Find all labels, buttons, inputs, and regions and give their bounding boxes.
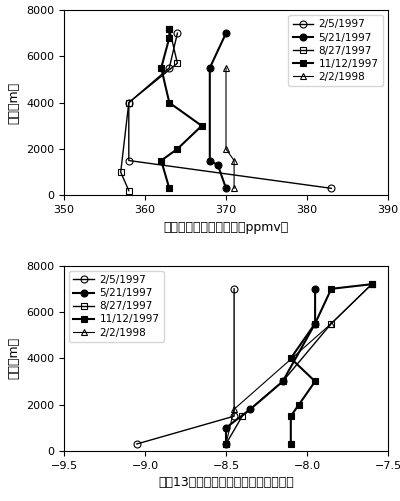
- 11/12/1997: [175, 146, 180, 152]
- 5/21/1997: [216, 162, 220, 168]
- 5/21/1997: [224, 30, 228, 36]
- Line: 2/5/1997: 2/5/1997: [134, 286, 238, 447]
- Line: 2/2/1998: 2/2/1998: [222, 281, 375, 447]
- 2/2/1998: [329, 321, 334, 327]
- 5/21/1997: [224, 185, 228, 191]
- 2/2/1998: [232, 406, 236, 412]
- 2/2/1998: [224, 65, 228, 71]
- 8/27/1997: [118, 169, 123, 175]
- 11/12/1997: [159, 157, 164, 163]
- Y-axis label: 高度（m）: 高度（m）: [8, 337, 20, 379]
- Legend: 2/5/1997, 5/21/1997, 8/27/1997, 11/12/1997, 2/2/1998: 2/5/1997, 5/21/1997, 8/27/1997, 11/12/19…: [69, 271, 164, 342]
- 2/5/1997: [167, 65, 172, 71]
- 2/5/1997: [126, 157, 131, 163]
- Line: 8/27/1997: 8/27/1997: [117, 25, 181, 194]
- Line: 11/12/1997: 11/12/1997: [287, 281, 375, 447]
- 8/27/1997: [280, 378, 285, 384]
- 11/12/1997: [313, 378, 318, 384]
- 11/12/1997: [167, 185, 172, 191]
- 8/27/1997: [175, 60, 180, 66]
- 8/27/1997: [329, 321, 334, 327]
- 11/12/1997: [296, 402, 301, 408]
- Legend: 2/5/1997, 5/21/1997, 8/27/1997, 11/12/1997, 2/2/1998: 2/5/1997, 5/21/1997, 8/27/1997, 11/12/19…: [288, 15, 383, 86]
- Line: 5/21/1997: 5/21/1997: [206, 30, 230, 192]
- Line: 11/12/1997: 11/12/1997: [158, 25, 205, 192]
- 11/12/1997: [167, 100, 172, 106]
- 8/27/1997: [240, 413, 245, 419]
- Line: 2/2/1998: 2/2/1998: [222, 65, 238, 192]
- Line: 2/5/1997: 2/5/1997: [125, 30, 335, 192]
- 5/21/1997: [248, 406, 253, 412]
- 11/12/1997: [159, 65, 164, 71]
- 11/12/1997: [167, 35, 172, 41]
- 8/27/1997: [126, 188, 131, 194]
- 11/12/1997: [288, 413, 293, 419]
- 2/5/1997: [232, 286, 236, 292]
- Line: 5/21/1997: 5/21/1997: [222, 286, 318, 447]
- 2/5/1997: [232, 413, 236, 419]
- 11/12/1997: [329, 286, 334, 292]
- 5/21/1997: [207, 65, 212, 71]
- 11/12/1997: [288, 441, 293, 447]
- 11/12/1997: [288, 355, 293, 361]
- Y-axis label: 高度（m）: 高度（m）: [8, 82, 20, 124]
- 5/21/1997: [313, 286, 318, 292]
- 11/12/1997: [167, 26, 172, 32]
- 2/5/1997: [175, 30, 180, 36]
- Line: 8/27/1997: 8/27/1997: [222, 281, 375, 447]
- 2/2/1998: [232, 185, 236, 191]
- 5/21/1997: [224, 441, 228, 447]
- 8/27/1997: [224, 441, 228, 447]
- 2/2/1998: [369, 281, 374, 287]
- 5/21/1997: [207, 157, 212, 163]
- 2/2/1998: [224, 441, 228, 447]
- 5/21/1997: [280, 378, 285, 384]
- 11/12/1997: [313, 321, 318, 327]
- 2/5/1997: [126, 100, 131, 106]
- 2/5/1997: [329, 185, 334, 191]
- X-axis label: 炭甉13のデルタ値（単位：パーミル）: 炭甉13のデルタ値（単位：パーミル）: [158, 476, 294, 489]
- X-axis label: 二酸化炭素濃度（単位：ppmv）: 二酸化炭素濃度（単位：ppmv）: [163, 220, 289, 233]
- 8/27/1997: [126, 100, 131, 106]
- 5/21/1997: [313, 321, 318, 327]
- 2/5/1997: [134, 441, 139, 447]
- 2/2/1998: [224, 146, 228, 152]
- 11/12/1997: [199, 123, 204, 129]
- 2/2/1998: [232, 157, 236, 163]
- 8/27/1997: [167, 26, 172, 32]
- 11/12/1997: [369, 281, 374, 287]
- 8/27/1997: [369, 281, 374, 287]
- 5/21/1997: [224, 425, 228, 431]
